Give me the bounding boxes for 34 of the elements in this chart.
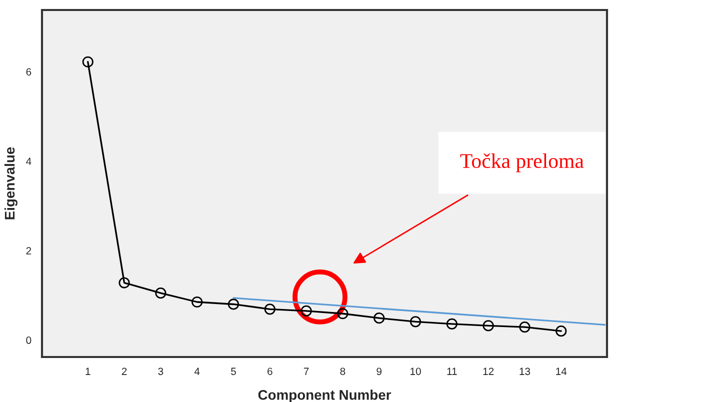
x-tick-label: 5 (231, 368, 236, 376)
point (374, 312, 385, 324)
point (228, 298, 240, 310)
x-tick-label: 14 (556, 368, 567, 375)
x-tick-label: 6 (268, 368, 272, 376)
point (118, 277, 130, 288)
x-tick-label: 11 (447, 368, 457, 375)
y-axis-title: Eigenvalue (4, 147, 18, 220)
x-tick-label: 8 (340, 368, 346, 376)
y-tick-label: 4 (26, 158, 32, 165)
x-tick-label: 9 (376, 368, 382, 376)
point (155, 288, 166, 299)
x-tick-label: 1 (86, 368, 90, 375)
point (519, 321, 530, 333)
x-tick-label: 13 (520, 368, 530, 376)
point (82, 56, 94, 68)
point (300, 305, 312, 316)
y-tick-label: 6 (26, 68, 32, 76)
x-tick-label: 3 (158, 368, 164, 376)
point (410, 316, 422, 328)
y-tick-label: 0 (26, 336, 32, 344)
point (482, 320, 494, 332)
x-tick-label: 10 (410, 368, 421, 376)
x-tick-label: 4 (194, 368, 200, 375)
x-tick-label: 2 (122, 368, 127, 375)
y-tick-label: 2 (26, 247, 32, 254)
x-tick-label: 12 (483, 368, 494, 375)
x-tick-label: 7 (304, 368, 309, 375)
point (446, 318, 458, 330)
point (264, 304, 276, 315)
point (192, 296, 203, 308)
point (556, 326, 567, 337)
annotation: Točka preloma (460, 153, 584, 172)
point (337, 308, 348, 320)
